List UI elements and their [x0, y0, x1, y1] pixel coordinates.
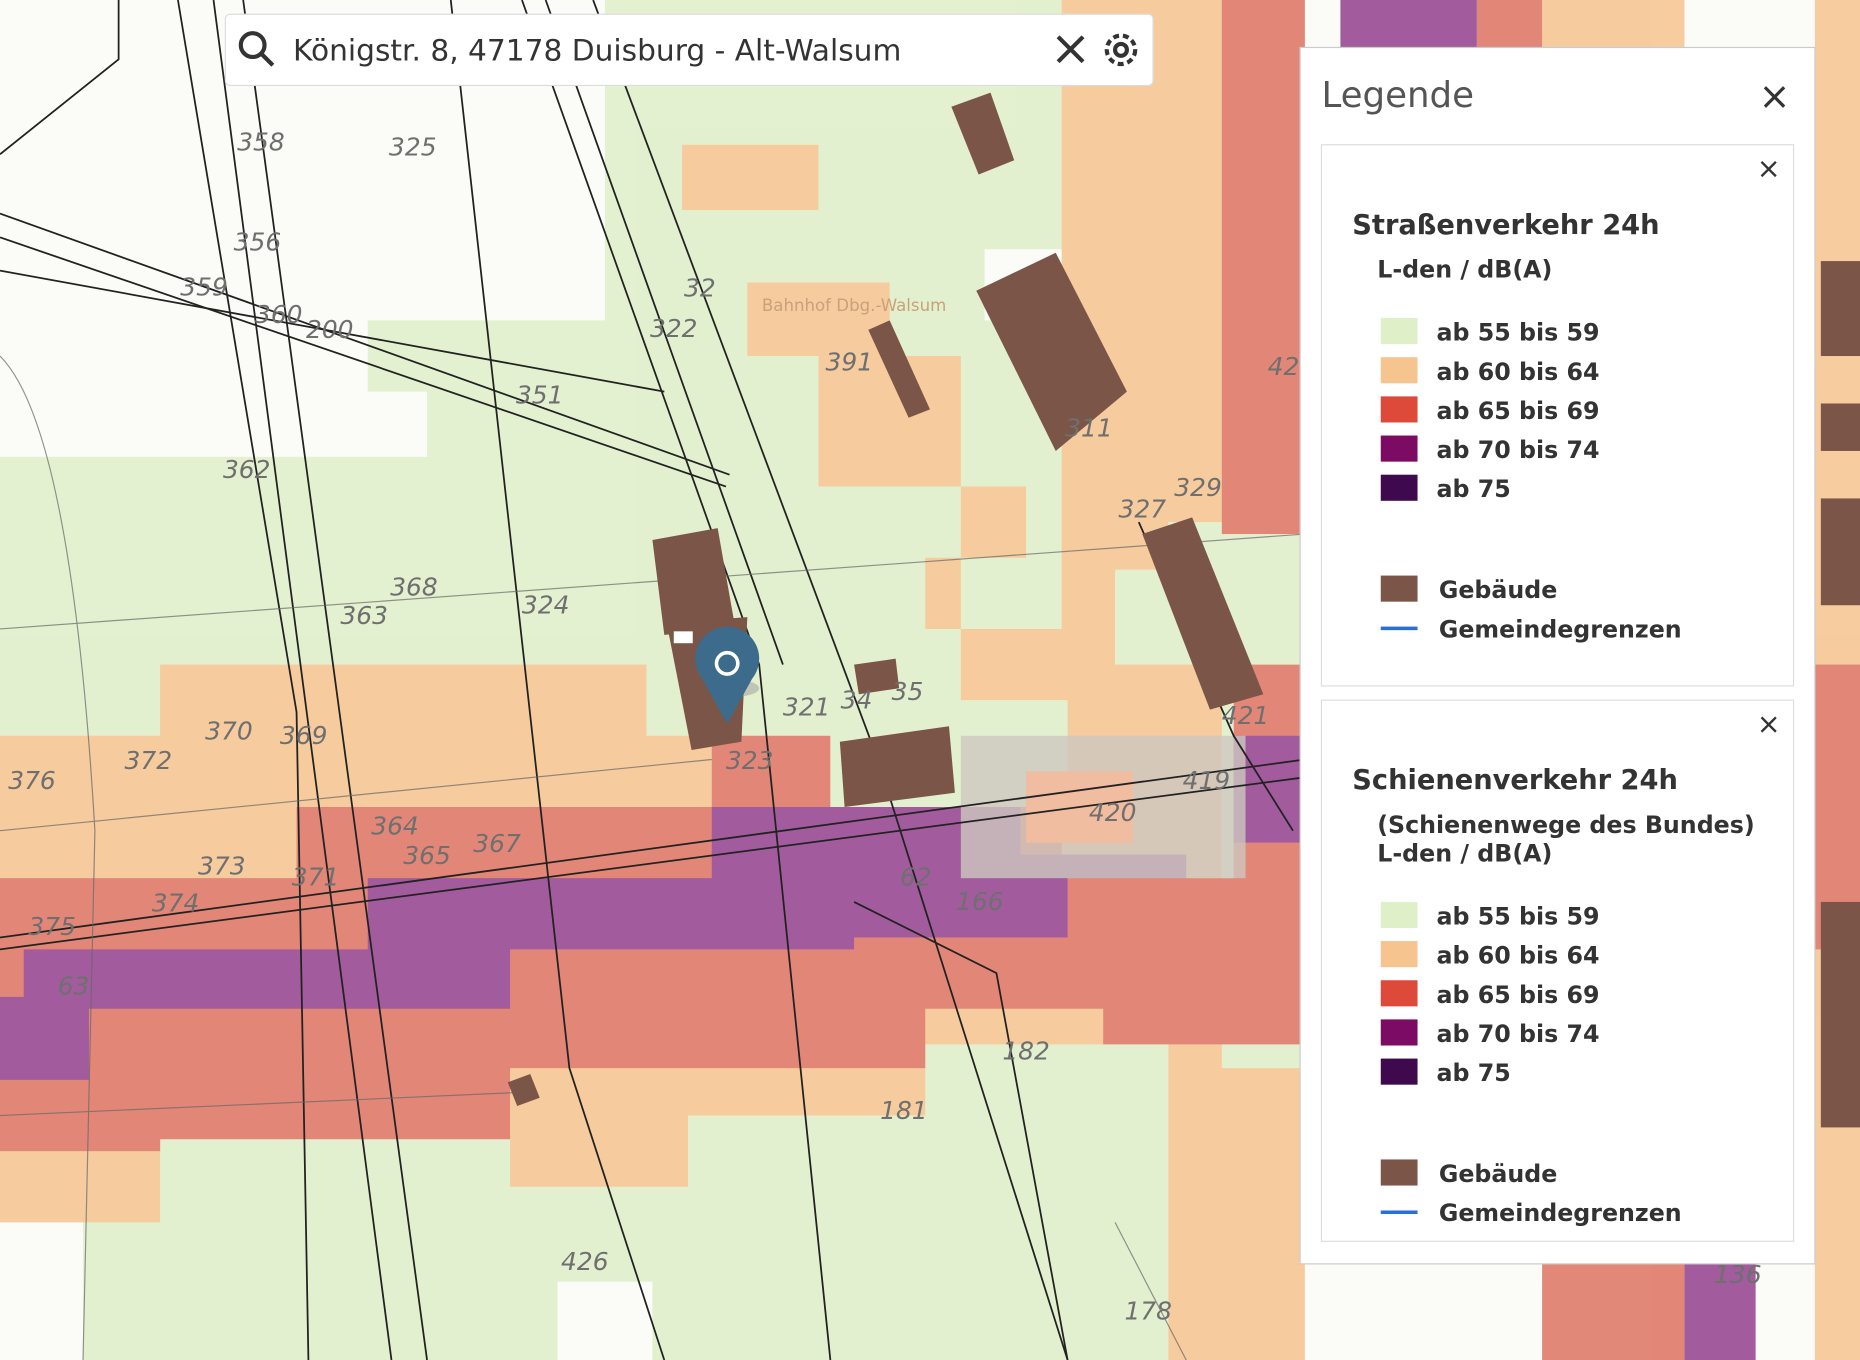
parcel-label: 391 — [826, 347, 874, 376]
legend-label: Gemeindegrenzen — [1439, 1199, 1682, 1227]
parcel-label: 311 — [1065, 414, 1113, 443]
parcel-label: 362 — [223, 455, 271, 484]
legend-swatch — [1380, 318, 1418, 345]
parcel-label: 182 — [1002, 1037, 1050, 1066]
parcel-label: 42 — [1268, 352, 1300, 381]
section-subtitle: (Schienenwege des Bundes) — [1377, 811, 1754, 839]
parcel-label: 421 — [1222, 701, 1270, 730]
legend-label: Gebäude — [1439, 1160, 1557, 1188]
legend-label: ab 65 bis 69 — [1437, 397, 1600, 425]
legend-swatch — [1380, 1058, 1418, 1085]
legend-label: ab 60 bis 64 — [1437, 358, 1600, 386]
parcel-label: 376 — [8, 766, 56, 795]
parcel-label: 323 — [726, 746, 774, 775]
parcel-label: 426 — [561, 1247, 609, 1276]
parcel-label: 200 — [306, 315, 354, 344]
parcel-label: 419 — [1183, 766, 1231, 795]
legend-label: ab 75 — [1437, 1059, 1511, 1087]
parcel-label: 322 — [650, 314, 698, 343]
legend-label: ab 70 bis 74 — [1437, 436, 1600, 464]
search-input[interactable]: Königstr. 8, 47178 Duisburg - Alt-Walsum — [293, 33, 901, 68]
section-title: Straßenverkehr 24h — [1352, 210, 1659, 241]
section-title: Schienenverkehr 24h — [1352, 765, 1678, 796]
legend-label: Gemeindegrenzen — [1439, 615, 1682, 643]
parcel-label: 364 — [371, 811, 419, 840]
legend-label: ab 55 bis 59 — [1437, 902, 1600, 930]
place-label: Bahnhof Dbg.-Walsum — [762, 296, 946, 315]
legend-label: ab 55 bis 59 — [1437, 319, 1600, 347]
legend-swatch — [1380, 575, 1418, 602]
legend-swatch — [1380, 1159, 1418, 1186]
legend-label: ab 60 bis 64 — [1437, 942, 1600, 970]
parcel-label: 181 — [880, 1096, 928, 1125]
parcel-label: 371 — [292, 862, 340, 891]
parcel-label: 370 — [205, 716, 253, 745]
parcel-label: 351 — [516, 380, 564, 409]
parcel-label: 372 — [125, 746, 173, 775]
legend-label: ab 75 — [1437, 475, 1511, 503]
legend-label: ab 65 bis 69 — [1437, 981, 1600, 1009]
section-close[interactable]: × — [1757, 707, 1781, 740]
legend-swatch — [1380, 435, 1418, 462]
legend-swatch — [1380, 474, 1418, 501]
parcel-label: 327 — [1119, 494, 1167, 523]
parcel-label: 32 — [684, 274, 716, 303]
parcel-label: 360 — [255, 300, 303, 329]
legend-line — [1380, 626, 1418, 631]
parcel-label: 358 — [237, 128, 285, 157]
parcel-label: 136 — [1714, 1260, 1762, 1289]
section-subtitle: L-den / dB(A) — [1377, 256, 1552, 284]
parcel-label: 329 — [1174, 473, 1222, 502]
parcel-label: 374 — [152, 888, 200, 917]
legend-label: Gebäude — [1439, 576, 1557, 604]
legend-swatch — [1380, 980, 1418, 1007]
parcel-label: 34 — [841, 685, 873, 714]
parcel-label: 375 — [28, 912, 76, 941]
section-close[interactable]: × — [1757, 152, 1781, 185]
parcel-label: 359 — [180, 272, 228, 301]
legend-swatch — [1380, 396, 1418, 423]
parcel-label: 62 — [900, 862, 932, 891]
parcel-label: 325 — [389, 132, 437, 161]
legend-label: ab 70 bis 74 — [1437, 1020, 1600, 1048]
clear-button[interactable] — [1056, 35, 1085, 64]
search-bar[interactable]: Königstr. 8, 47178 Duisburg - Alt-Walsum — [224, 13, 1154, 87]
parcel-label: 363 — [340, 601, 388, 630]
legend-swatch — [1380, 901, 1418, 929]
parcel-label: 178 — [1124, 1297, 1172, 1326]
legend-title: Legende — [1321, 75, 1474, 116]
parcel-label: 369 — [280, 721, 328, 750]
legend-swatch — [1380, 1019, 1418, 1046]
legend-close[interactable]: × — [1759, 74, 1791, 118]
settings-button[interactable] — [1104, 33, 1138, 67]
parcel-label: 166 — [956, 887, 1004, 916]
parcel-label: 367 — [473, 829, 521, 858]
legend-line — [1380, 1210, 1418, 1215]
legend-panel: Legende × × Straßenverkehr 24h L-den / dB(… — [1299, 46, 1816, 1265]
search-icon[interactable] — [238, 31, 275, 67]
parcel-label: 368 — [390, 573, 438, 602]
parcel-label: 365 — [403, 841, 451, 870]
parcel-label: 63 — [58, 971, 90, 1000]
parcel-label: 321 — [783, 693, 831, 722]
legend-section — [1320, 699, 1795, 1242]
parcel-label: 373 — [198, 852, 246, 881]
parcel-label: 420 — [1089, 798, 1137, 827]
section-subtitle: L-den / dB(A) — [1377, 840, 1552, 868]
parcel-label: 324 — [522, 591, 570, 620]
location-marker[interactable] — [695, 626, 760, 724]
parcel-label: 35 — [892, 677, 924, 706]
legend-swatch — [1380, 941, 1418, 968]
legend-swatch — [1380, 357, 1418, 384]
parcel-label: 356 — [234, 227, 282, 256]
